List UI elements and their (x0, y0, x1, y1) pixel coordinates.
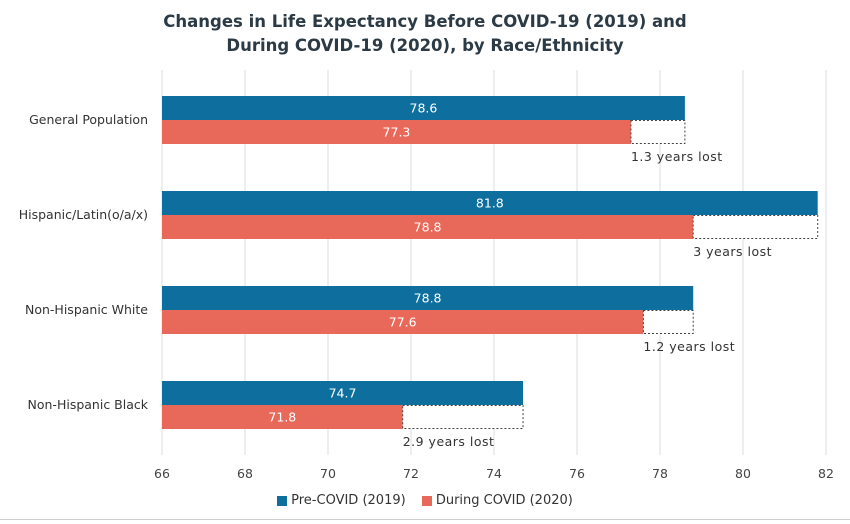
legend: Pre-COVID (2019) During COVID (2020) (0, 493, 850, 510)
bottom-divider (0, 519, 850, 520)
x-tick-label-0: 66 (154, 466, 170, 481)
category-label-3: Non-Hispanic Black (28, 397, 149, 412)
bar-during-covid-0 (162, 120, 631, 144)
bar-during-covid-3 (162, 405, 403, 429)
legend-swatch-pre-covid (277, 495, 288, 506)
gap-annotation-1: 3 years lost (693, 244, 772, 259)
x-tick-label-8: 82 (818, 466, 834, 481)
category-label-0: General Population (29, 112, 148, 127)
bar-pre-covid-0 (162, 96, 685, 120)
legend-label-pre-covid: Pre-COVID (2019) (291, 493, 406, 508)
x-tick-label-3: 72 (403, 466, 419, 481)
chart-title-line-1: Changes in Life Expectancy Before COVID-… (163, 12, 687, 31)
gap-box-0 (630, 120, 686, 144)
gap-annotation-2: 1.2 years lost (643, 339, 735, 354)
x-tick-label-4: 74 (486, 466, 502, 481)
data-label-pre-covid-0: 78.6 (410, 101, 438, 116)
chart-title-line-2: During COVID-19 (2020), by Race/Ethnicit… (226, 36, 624, 55)
legend-swatch-during-covid (421, 495, 432, 506)
chart-title: Changes in Life Expectancy Before COVID-… (0, 10, 850, 58)
category-label-2: Non-Hispanic White (25, 302, 148, 317)
bar-during-covid-1 (162, 215, 694, 239)
gap-annotation-0: 1.3 years lost (631, 149, 723, 164)
x-tick-label-2: 70 (320, 466, 336, 481)
x-tick-label-1: 68 (237, 466, 253, 481)
gap-annotation-3: 2.9 years lost (403, 434, 495, 449)
data-label-pre-covid-2: 78.8 (414, 291, 442, 306)
x-tick-label-6: 78 (652, 466, 668, 481)
gap-box-3 (402, 405, 524, 429)
data-label-during-covid-3: 71.8 (268, 410, 296, 425)
gap-box-2 (642, 310, 694, 334)
data-label-pre-covid-1: 81.8 (476, 196, 504, 211)
data-label-during-covid-0: 77.3 (383, 125, 411, 140)
data-label-during-covid-2: 77.6 (389, 315, 417, 330)
x-tick-label-5: 76 (569, 466, 585, 481)
legend-item-pre-covid: Pre-COVID (2019) (277, 493, 406, 508)
bar-chart: 66 68 70 72 74 76 78 80 82 General Population 78.6… (19, 70, 834, 481)
bar-during-covid-2 (162, 310, 644, 334)
bar-pre-covid-3 (162, 381, 524, 405)
data-label-during-covid-1: 78.8 (414, 220, 442, 235)
data-label-pre-covid-3: 74.7 (329, 386, 357, 401)
bar-pre-covid-2 (162, 286, 694, 310)
legend-label-during-covid: During COVID (2020) (435, 493, 573, 508)
category-label-1: Hispanic/Latin(o/a/x) (19, 207, 148, 222)
legend-item-during-covid: During COVID (2020) (421, 493, 573, 508)
gap-box-1 (692, 215, 819, 239)
bar-pre-covid-1 (162, 191, 818, 215)
x-tick-label-7: 80 (735, 466, 751, 481)
